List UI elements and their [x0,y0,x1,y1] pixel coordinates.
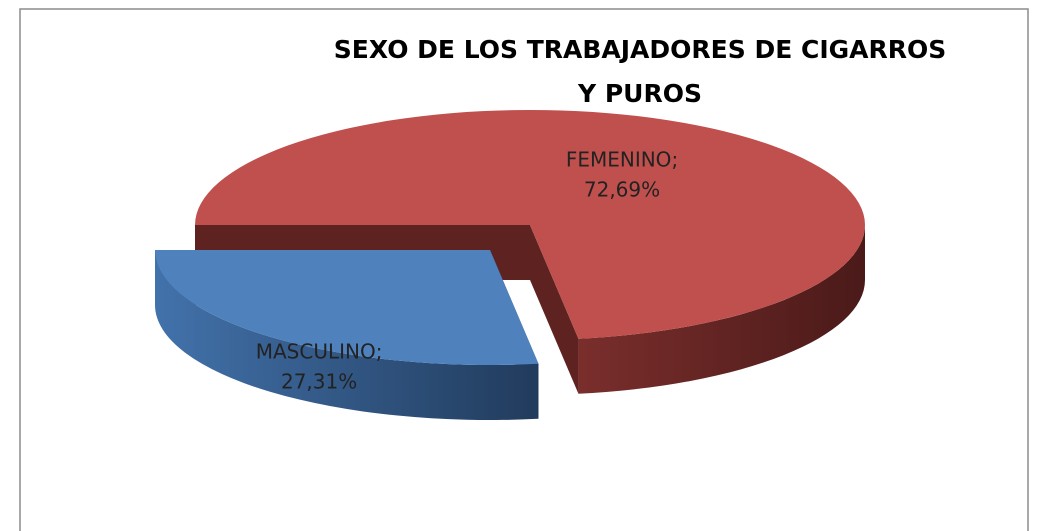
chart-title: SEXO DE LOS TRABAJADORES DE CIGARROS Y P… [333,35,947,108]
slice-side-wall [155,250,539,421]
label-value: 72,69% [584,178,660,202]
slice-side-wall [578,225,866,394]
label-separator: ; [671,148,678,172]
label-category: FEMENINO [566,148,672,172]
pie-slice-group [155,250,539,421]
label-category: MASCULINO [256,340,376,364]
chart-frame [19,8,1029,531]
data-label: FEMENINO; 72,69% [566,148,678,202]
slice-cut-wall [530,225,579,394]
pie-slice [155,250,539,366]
pie-slice [195,109,865,339]
data-label: MASCULINO; 27,31% [256,340,383,394]
label-separator: ; [376,340,383,364]
label-value: 27,31% [281,370,357,394]
